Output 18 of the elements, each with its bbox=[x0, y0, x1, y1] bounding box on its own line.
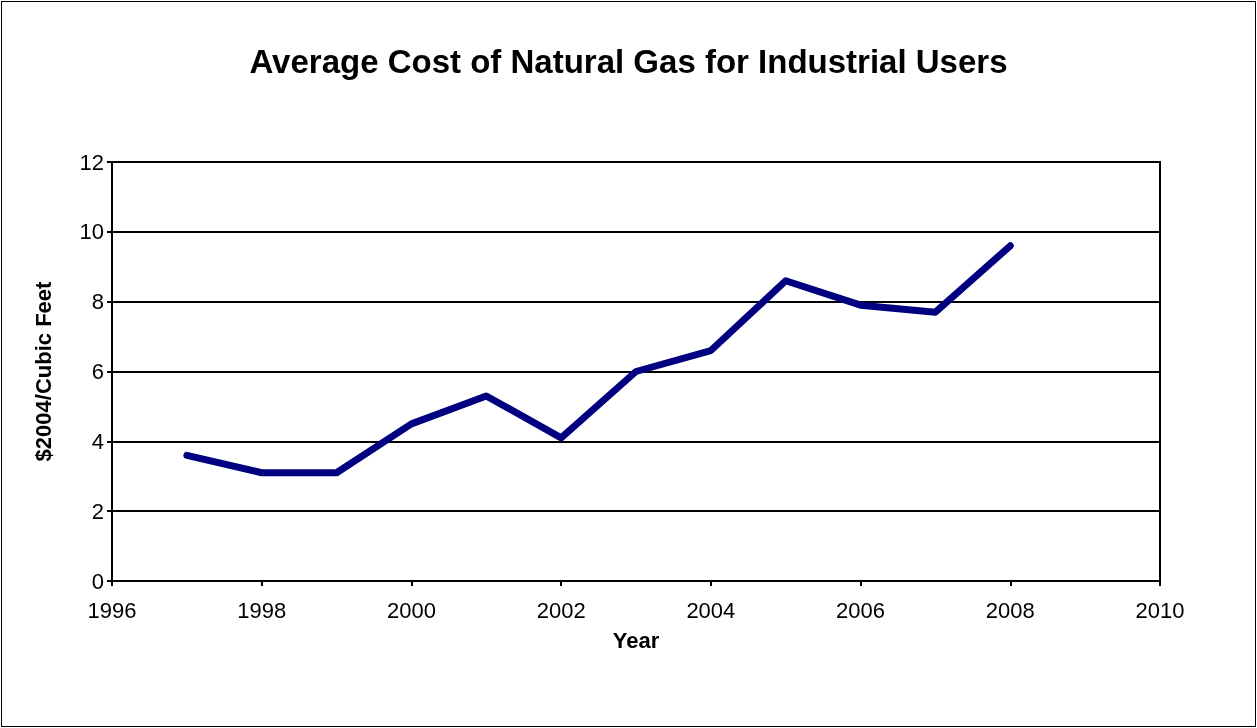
y-axis-title: $2004/Cubic Feet bbox=[30, 280, 56, 462]
y-tick-label: 6 bbox=[91, 359, 104, 384]
y-tick-label: 2 bbox=[91, 498, 104, 524]
x-tick-label: 2002 bbox=[536, 597, 586, 623]
y-tick-label: 12 bbox=[79, 149, 104, 175]
x-tick-label: 2000 bbox=[386, 597, 436, 623]
x-tick-label: 1996 bbox=[87, 597, 137, 623]
y-tick-label: 0 bbox=[91, 568, 104, 594]
x-tick-label: 2004 bbox=[686, 597, 736, 623]
x-tick-label: 2008 bbox=[985, 597, 1035, 623]
x-tick-label: 2010 bbox=[1135, 597, 1185, 623]
x-tick-label: 2006 bbox=[836, 597, 886, 623]
x-axis-title: Year bbox=[612, 627, 660, 653]
y-tick-label: 8 bbox=[91, 289, 104, 315]
x-tick-label: 1998 bbox=[237, 597, 287, 623]
chart-title: Average Cost of Natural Gas for Industrial Users bbox=[249, 43, 1008, 80]
y-tick-label: 10 bbox=[79, 219, 104, 245]
y-tick-label: 4 bbox=[91, 428, 104, 454]
